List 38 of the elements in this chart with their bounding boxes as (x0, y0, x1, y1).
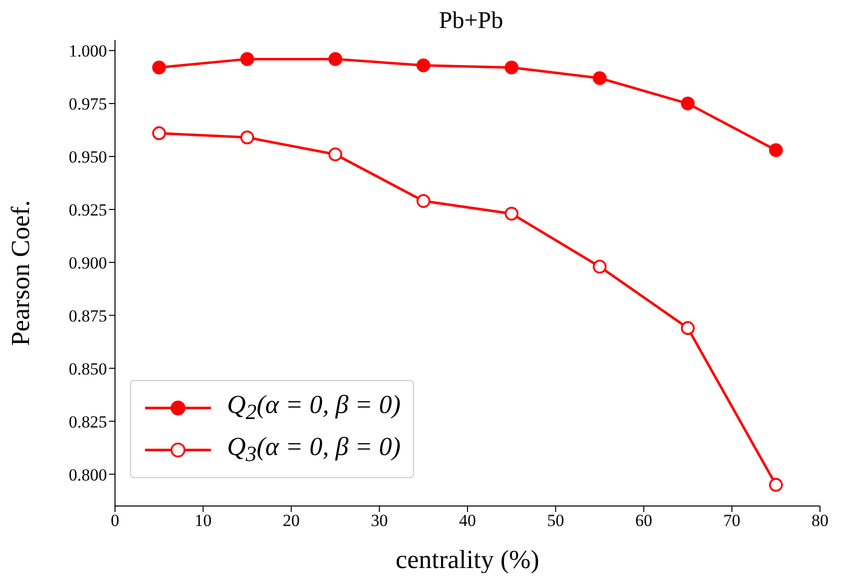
y-tick-label: 0.800 (68, 465, 107, 484)
x-tick-label: 30 (370, 511, 388, 530)
point (416, 194, 430, 208)
point (240, 130, 254, 144)
x-tick-label: 40 (459, 511, 476, 530)
y-tick-label: 0.900 (68, 253, 107, 272)
point (152, 60, 166, 74)
point (769, 478, 783, 492)
chart-title: Pb+Pb (438, 8, 504, 35)
point (680, 96, 695, 110)
x-tick-label: 20 (282, 511, 300, 530)
x-tick-label: 10 (194, 511, 212, 530)
point (152, 126, 166, 140)
y-tick-label: 0.975 (68, 94, 107, 114)
point (504, 60, 518, 74)
point (416, 58, 430, 72)
y-axis-title: Pearson Coef. (6, 200, 36, 346)
legend-label: Q$_{2}$(α = 0, β = 0) (227, 390, 401, 426)
legend-label: Q$_{3}$(α = 0, β = 0) (227, 432, 401, 468)
point (680, 321, 695, 335)
y-tick-label: 0.850 (68, 359, 107, 378)
y-tick-label: 0.950 (68, 148, 107, 167)
y-tick-label: 0.825 (68, 412, 107, 432)
x-tick-label: 70 (723, 511, 740, 530)
x-tick-label: 60 (635, 511, 652, 530)
point (240, 52, 254, 66)
x-tick-label: 80 (812, 511, 828, 530)
point (592, 71, 607, 86)
y-tick-label: 0.875 (68, 306, 107, 326)
point (769, 143, 783, 158)
point (328, 52, 342, 66)
x-tick-label: 0 (110, 511, 120, 530)
point (592, 260, 607, 274)
y-tick-label: 1.000 (68, 42, 107, 61)
point (328, 147, 342, 162)
x-tick-label: 50 (547, 511, 564, 530)
point (504, 206, 518, 221)
y-tick-label: 0.925 (68, 200, 107, 220)
